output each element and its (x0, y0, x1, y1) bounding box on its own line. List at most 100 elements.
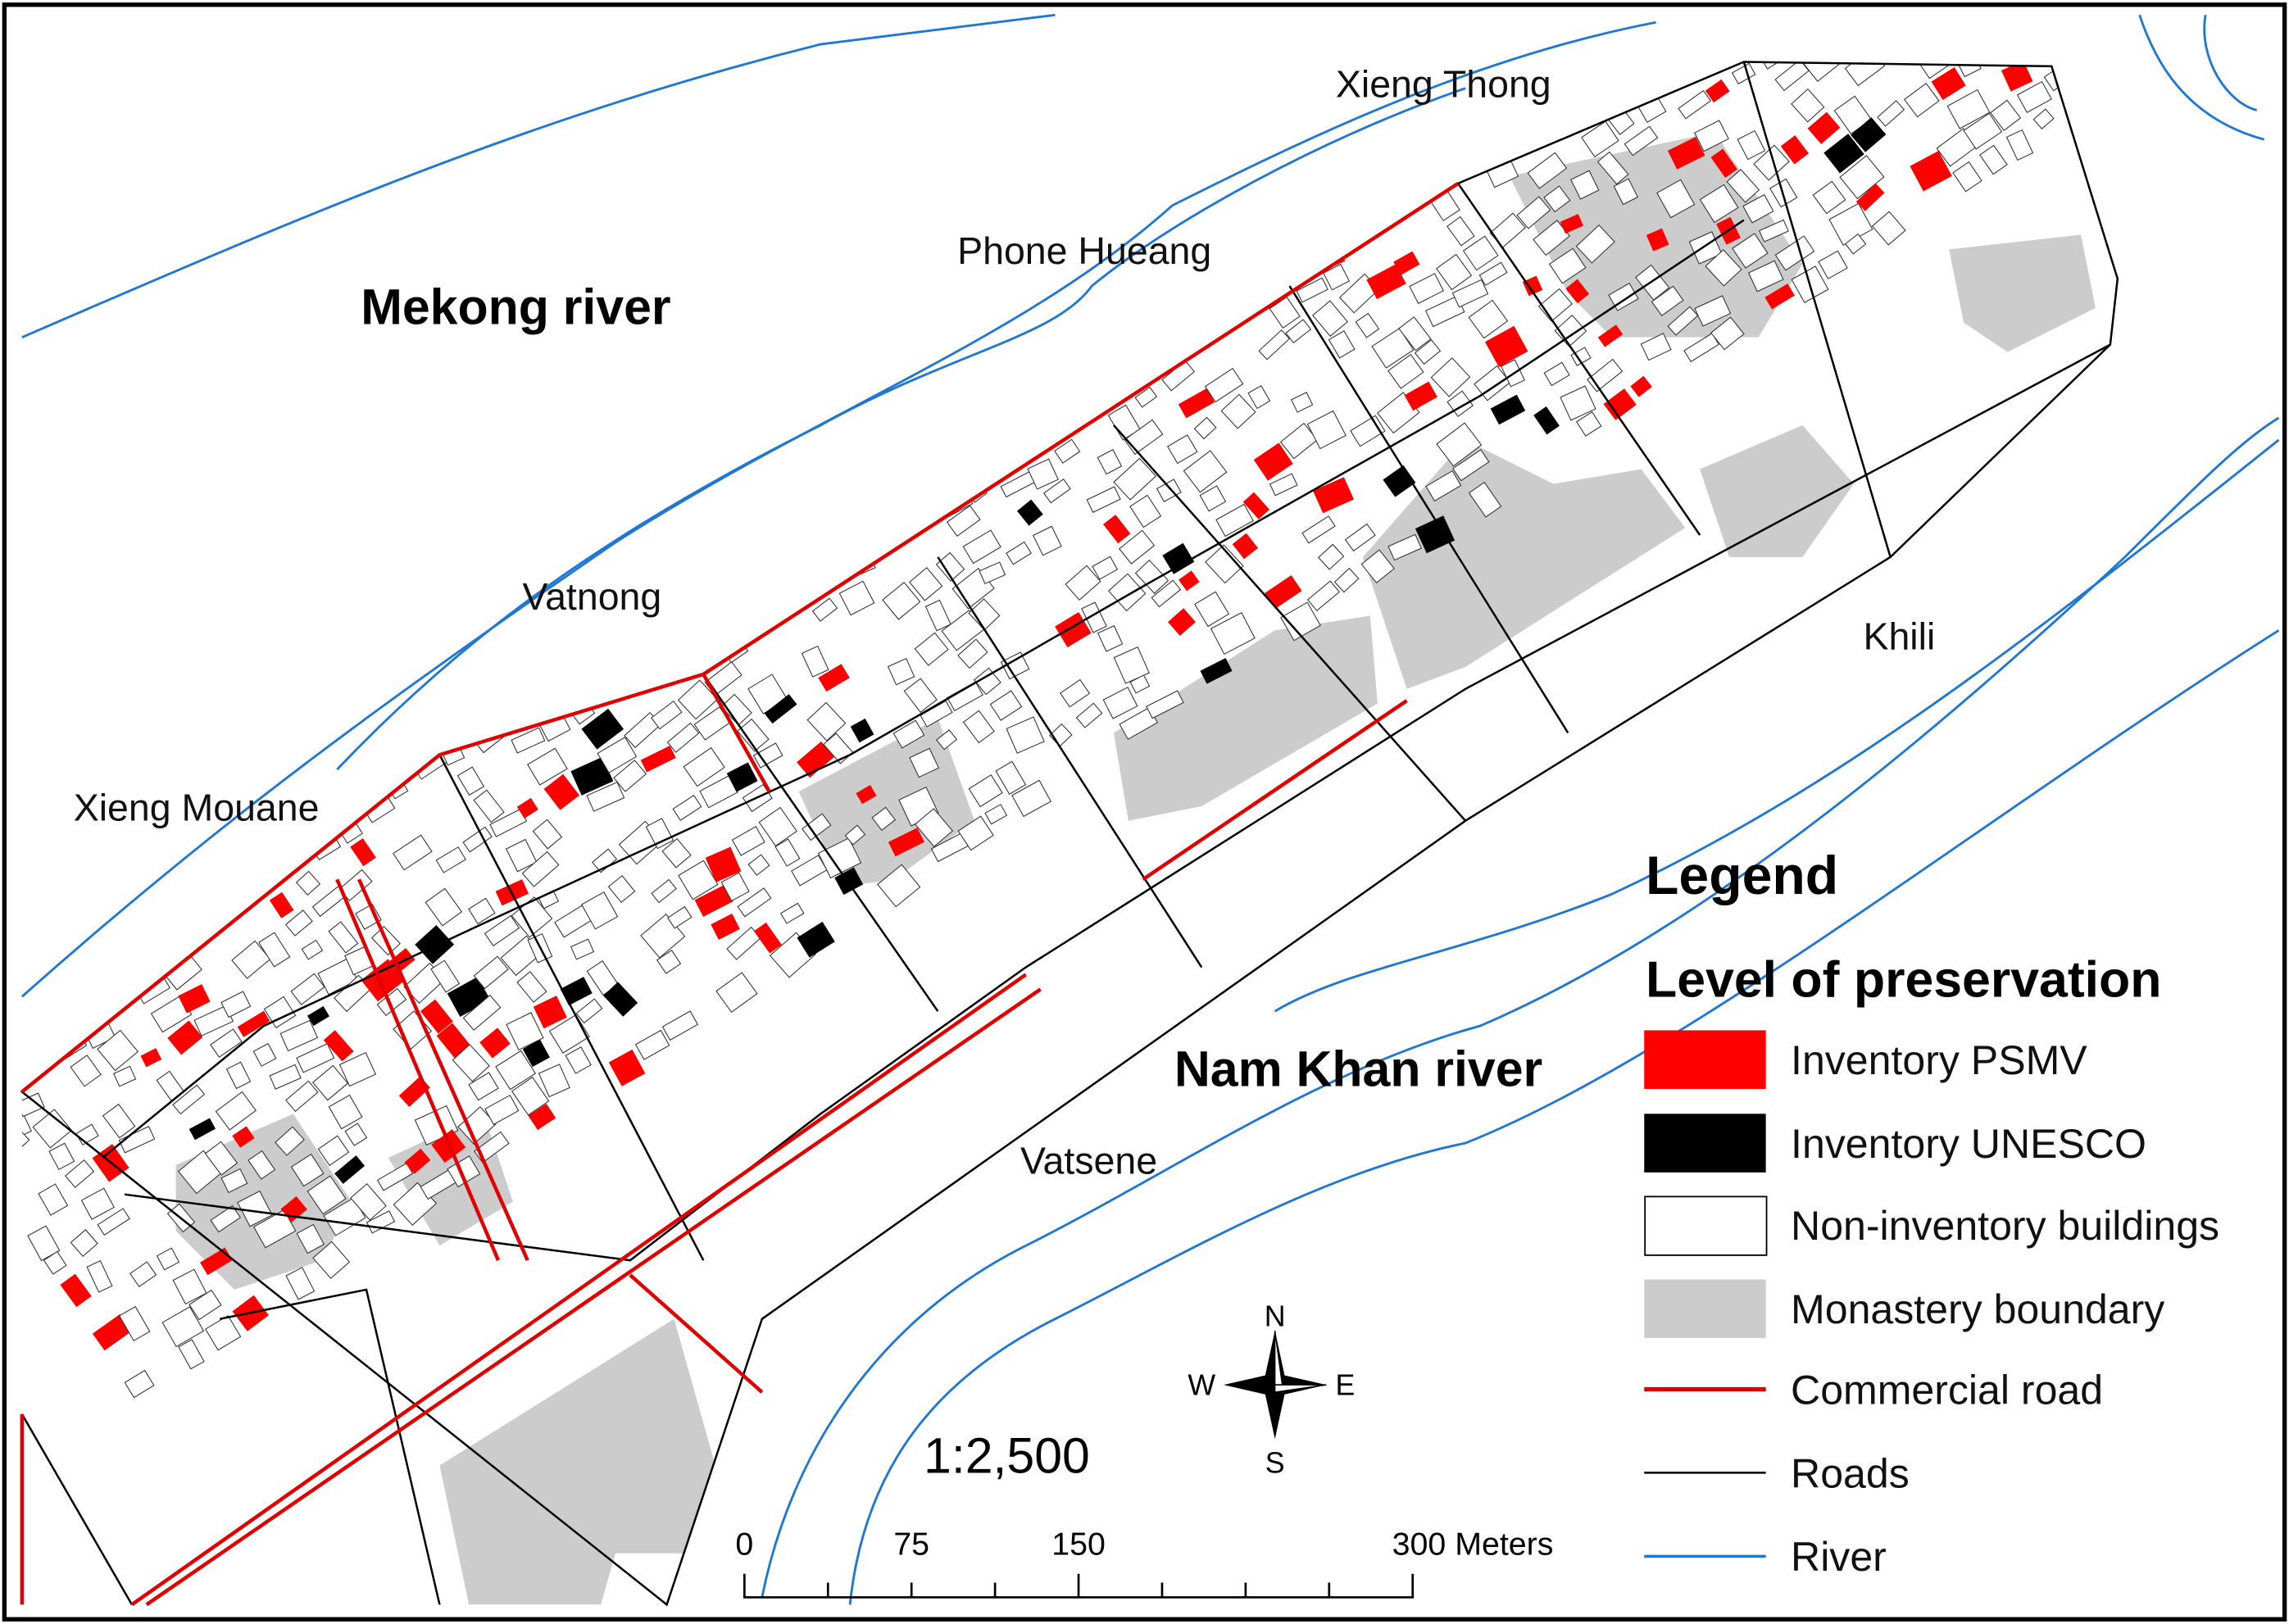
building (1162, 542, 1195, 574)
building (1398, 316, 1432, 352)
building (726, 762, 758, 792)
building (188, 1289, 222, 1321)
building (1560, 214, 1583, 234)
building (2178, 0, 2205, 1)
legend-swatch (1644, 1030, 1766, 1089)
building (527, 747, 568, 786)
building (1414, 338, 1442, 365)
building (1306, 580, 1340, 611)
building (1624, 125, 1659, 157)
building (1747, 260, 1784, 293)
building (60, 1273, 92, 1308)
building (1560, 385, 1596, 421)
building (1113, 457, 1157, 501)
building (2001, 61, 2033, 92)
building (269, 1064, 302, 1090)
building (1183, 450, 1228, 493)
building (161, 1306, 205, 1348)
building (1705, 79, 1730, 103)
building (838, 580, 875, 616)
commercial-roads (20, 182, 1460, 1607)
building (1737, 129, 1766, 161)
building (1199, 485, 1227, 512)
building (457, 1106, 497, 1145)
building (70, 1055, 102, 1087)
building (1065, 565, 1101, 601)
building (1478, 261, 1508, 286)
building (1086, 486, 1121, 513)
building (640, 746, 676, 773)
building (1758, 219, 1789, 243)
building (188, 1118, 216, 1141)
building (1366, 264, 1406, 300)
building (456, 766, 485, 796)
legend-label: Inventory UNESCO (1791, 1121, 2146, 1167)
building (92, 1313, 132, 1351)
building (1710, 148, 1737, 179)
building (21, 1130, 30, 1154)
building (1200, 658, 1233, 684)
legend-label: Commercial road (1791, 1367, 2103, 1413)
building (1430, 357, 1471, 397)
building (1596, 151, 1629, 185)
building (285, 1267, 316, 1300)
building (946, 505, 981, 538)
building (672, 794, 702, 821)
building (909, 747, 940, 778)
building (86, 1259, 113, 1293)
building (350, 837, 376, 867)
building (1166, 434, 1198, 465)
building (1603, 388, 1637, 420)
building (737, 887, 772, 918)
building (1387, 353, 1424, 389)
building (1247, 385, 1271, 410)
building (1646, 228, 1669, 252)
building (220, 1168, 248, 1194)
building (575, 998, 603, 1024)
building (1931, 66, 1966, 101)
building (290, 1153, 325, 1187)
building (1151, 579, 1182, 608)
building (2032, 108, 2055, 130)
building (1435, 253, 1473, 291)
building (1205, 544, 1244, 584)
scale-label: 150 (1051, 1526, 1106, 1563)
scale-label: 75 (893, 1526, 929, 1563)
legend: Legend Level of preservation Inventory P… (1644, 846, 2219, 1580)
building (806, 701, 847, 742)
building (1533, 406, 1560, 435)
building (205, 1314, 242, 1351)
building (1000, 651, 1030, 680)
building (1124, 419, 1164, 456)
building (779, 902, 805, 924)
building (1780, 135, 1810, 165)
building (597, 736, 638, 773)
building (1742, 193, 1774, 224)
building (124, 1369, 155, 1399)
building (1060, 678, 1091, 708)
building (731, 826, 765, 856)
building (603, 982, 638, 1017)
building (328, 1094, 363, 1130)
building (533, 996, 567, 1029)
building (1764, 284, 1795, 310)
building (462, 994, 502, 1032)
building (1280, 601, 1321, 642)
building (1818, 250, 1848, 279)
building (989, 690, 1023, 721)
building (1054, 438, 1081, 464)
building (532, 819, 563, 850)
building (215, 1091, 257, 1131)
building (1269, 473, 1298, 497)
building (350, 1183, 387, 1221)
building (1753, 144, 1790, 181)
building (484, 914, 520, 946)
building (677, 679, 719, 720)
place-label: Phone Hueang (957, 229, 1211, 272)
building (1990, 99, 2022, 132)
scale-bar (743, 1573, 1415, 1599)
building (21, 1092, 45, 1118)
building (65, 1159, 95, 1188)
building (252, 1209, 297, 1249)
